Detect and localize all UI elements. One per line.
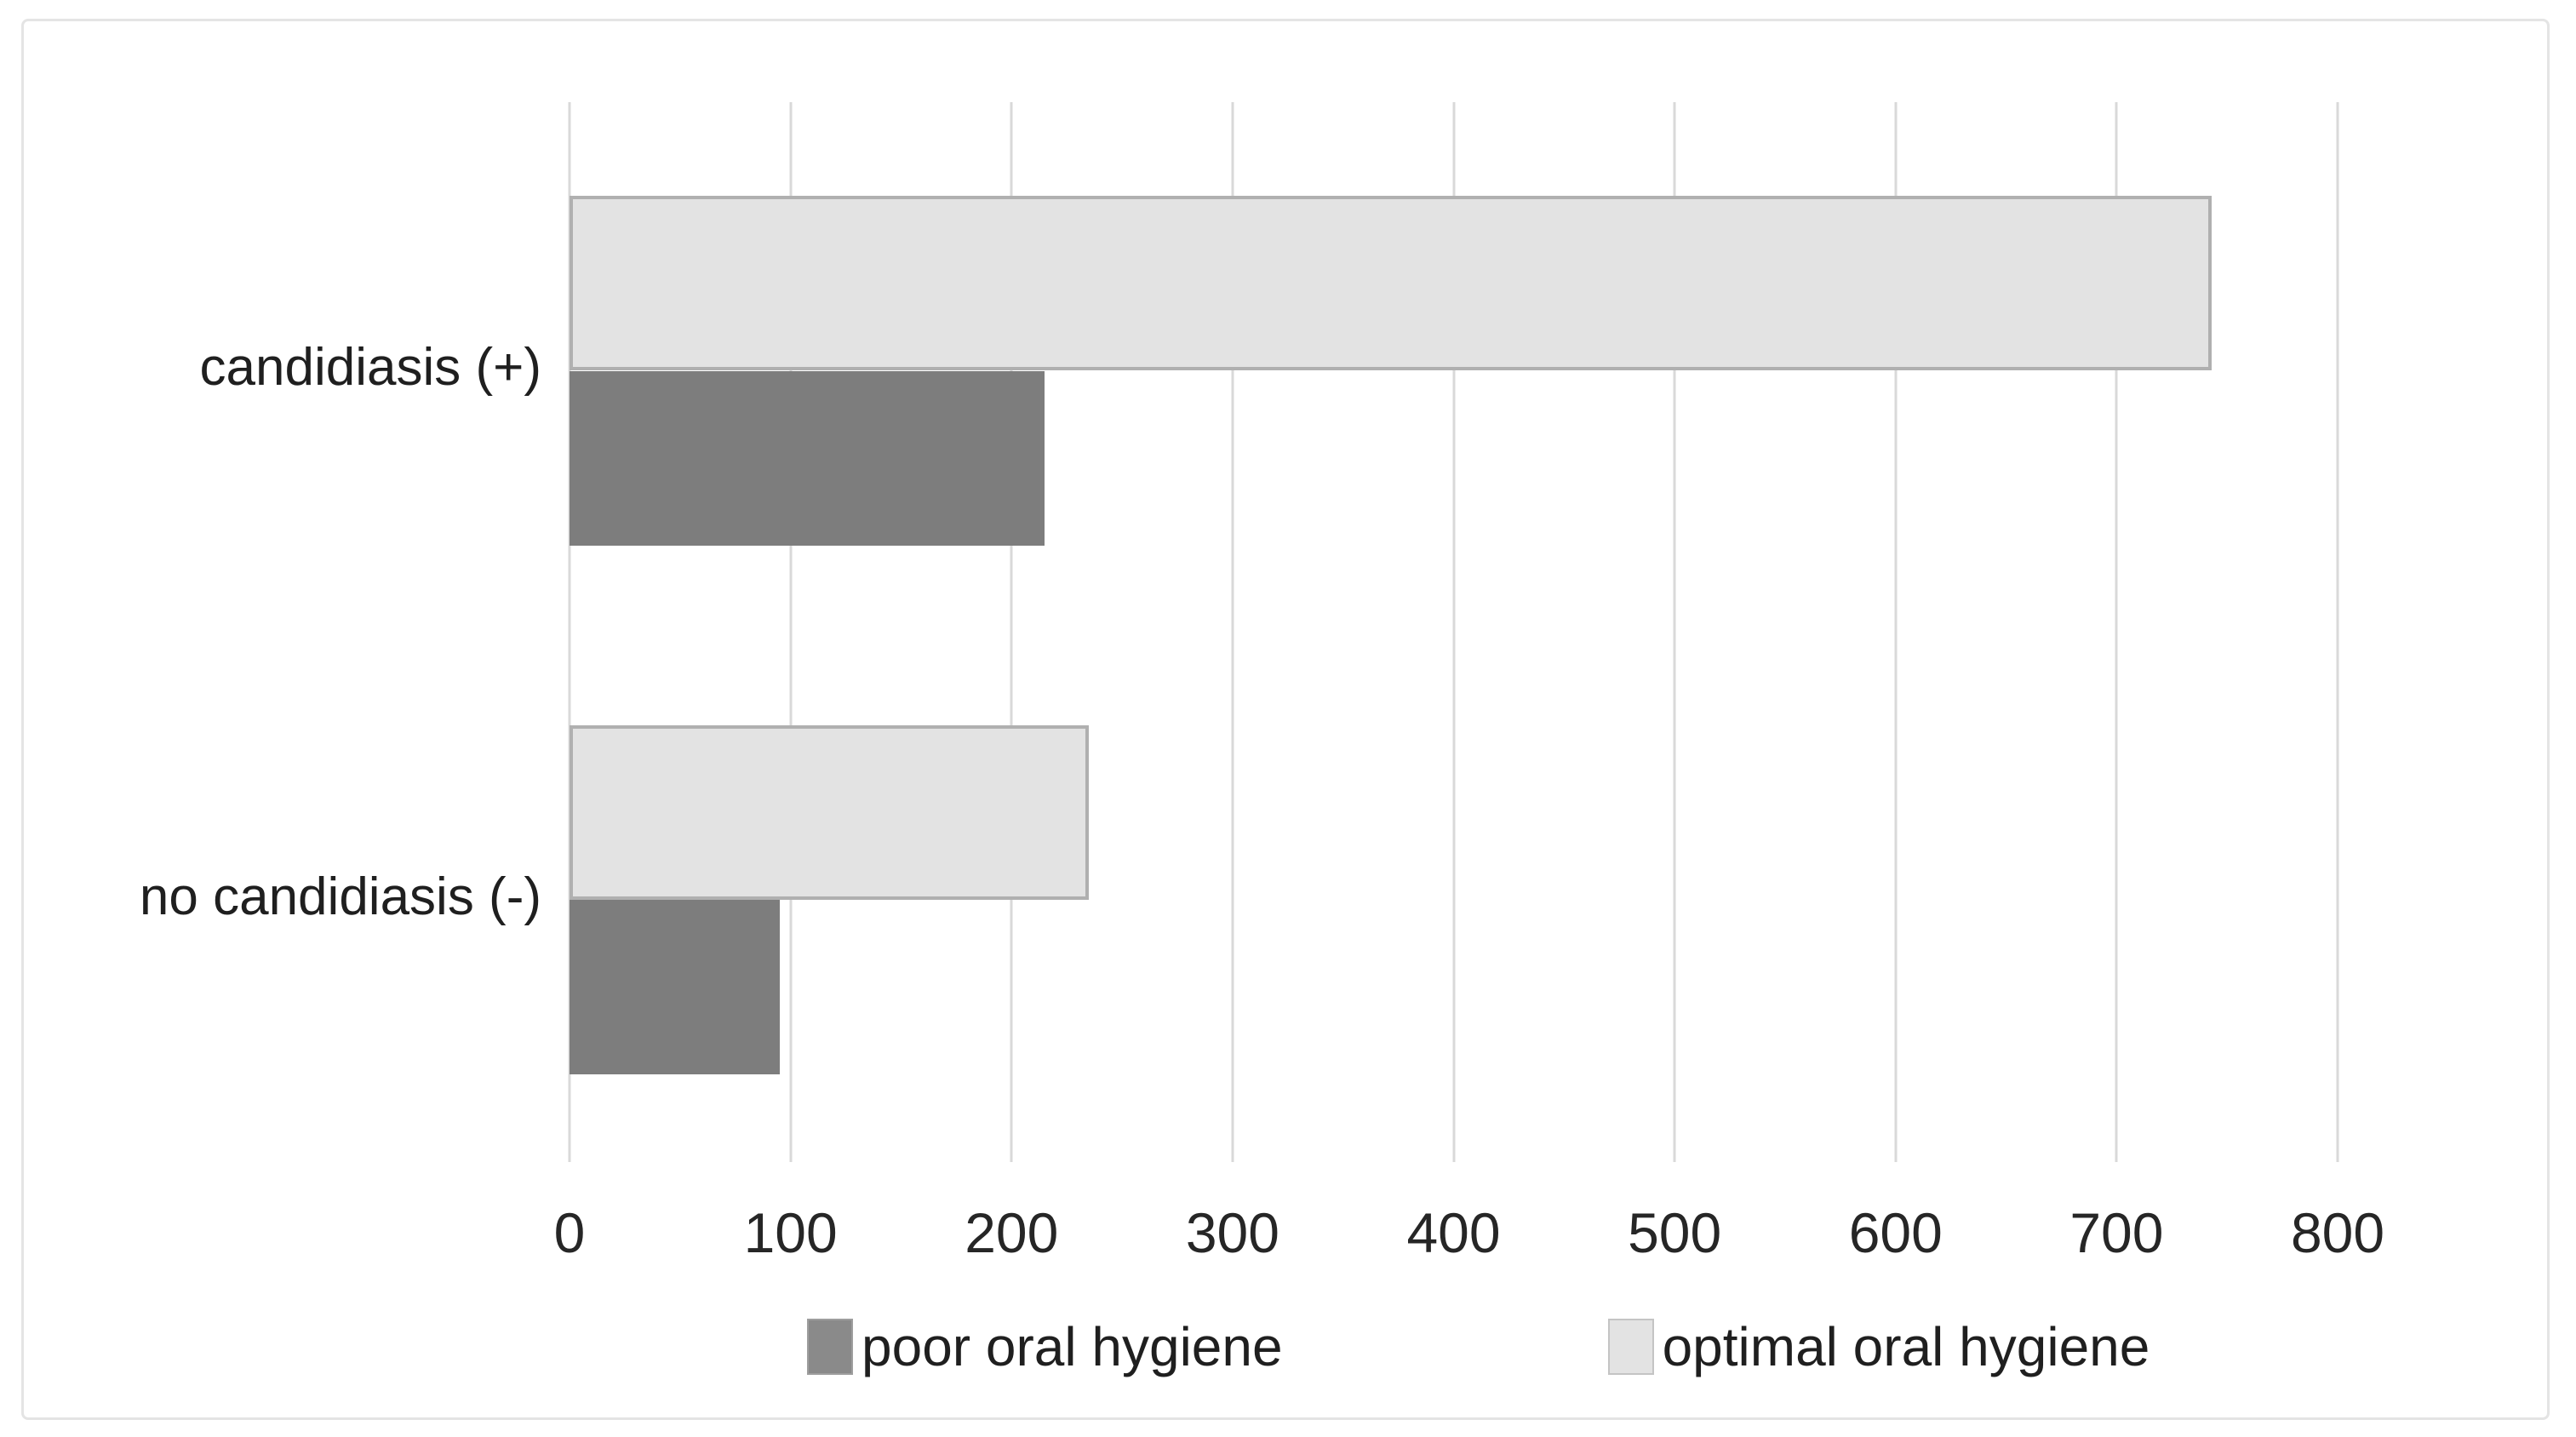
- gridline-x-800: [2336, 102, 2339, 1162]
- x-tick-label-100: 100: [743, 1201, 838, 1264]
- gridline-x-0: [568, 102, 571, 1162]
- category-label-candidiasis-positive: candidiasis (+): [199, 338, 541, 397]
- x-tick-label-600: 600: [1848, 1201, 1943, 1264]
- gridline-x-300: [1231, 102, 1234, 1162]
- x-tick-label-0: 0: [553, 1201, 586, 1264]
- bar-poor-hygiene-candidiasis-negative: [570, 900, 780, 1074]
- x-tick-label-200: 200: [965, 1201, 1059, 1264]
- x-tick-label-300: 300: [1185, 1201, 1279, 1264]
- x-tick-label-800: 800: [2290, 1201, 2385, 1264]
- gridline-x-600: [1894, 102, 1898, 1162]
- category-label-candidiasis-negative: no candidiasis (-): [139, 867, 541, 926]
- gridline-x-200: [1010, 102, 1013, 1162]
- bar-optimal-hygiene-candidiasis-negative: [570, 725, 1090, 900]
- gridline-x-400: [1452, 102, 1455, 1162]
- x-tick-label-400: 400: [1406, 1201, 1501, 1264]
- x-tick-label-700: 700: [2069, 1201, 2164, 1264]
- legend-item-poor-oral-hygiene: poor oral hygiene: [807, 1317, 1283, 1377]
- legend-label-poor: poor oral hygiene: [862, 1316, 1283, 1377]
- legend-item-optimal-oral-hygiene: optimal oral hygiene: [1607, 1316, 2150, 1377]
- plot-area: 0 100 200 300 400 500 600 700 800: [554, 102, 2384, 1262]
- gridline-x-500: [1673, 102, 1676, 1162]
- figure-border: candidiasis (+) no candidiasis (-) 0 100 2…: [21, 19, 2550, 1420]
- legend-label-optimal: optimal oral hygiene: [1662, 1316, 2150, 1377]
- legend-swatch-poor-icon: [807, 1319, 853, 1375]
- x-tick-label-500: 500: [1628, 1201, 1722, 1264]
- gridline-x-100: [789, 102, 793, 1162]
- gridline-x-700: [2115, 102, 2118, 1162]
- legend: poor oral hygiene optimal oral hygiene: [807, 1317, 2150, 1377]
- bar-poor-hygiene-candidiasis-positive: [570, 371, 1045, 546]
- bar-optimal-hygiene-candidiasis-positive: [570, 196, 2212, 370]
- legend-swatch-optimal-icon: [1607, 1319, 1654, 1375]
